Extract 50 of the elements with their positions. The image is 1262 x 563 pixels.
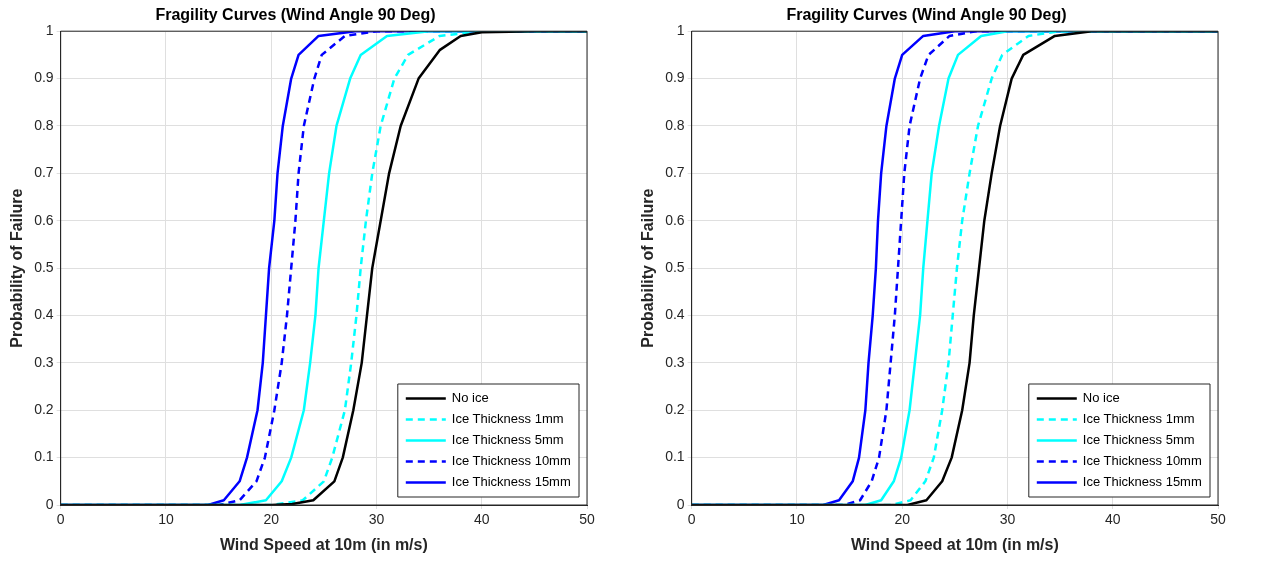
y-tick-label: 0 — [45, 495, 54, 512]
y-tick-label: 0.6 — [665, 211, 685, 228]
y-axis-title: Probability of Failure — [8, 188, 26, 348]
x-tick-label: 30 — [999, 511, 1016, 528]
x-tick-label: 20 — [894, 511, 911, 528]
x-axis-title: Wind Speed at 10m (in m/s) — [219, 535, 428, 553]
x-tick-label: 0 — [687, 511, 696, 528]
legend-label: Ice Thickness 5mm — [1082, 432, 1195, 448]
y-tick-label: 0.5 — [34, 258, 54, 275]
y-tick-label: 0.5 — [665, 258, 685, 275]
legend-label: Ice Thickness 1mm — [1082, 411, 1195, 427]
y-tick-label: 0.1 — [34, 448, 54, 465]
y-tick-label: 1 — [676, 22, 685, 39]
legend-label: Ice Thickness 15mm — [451, 474, 571, 490]
legend-label: Ice Thickness 1mm — [451, 411, 564, 427]
y-tick-label: 0.9 — [34, 69, 54, 86]
y-tick-label: 0 — [676, 495, 685, 512]
y-tick-label: 0.7 — [665, 164, 685, 181]
x-tick-label: 40 — [473, 511, 490, 528]
legend-label: Ice Thickness 10mm — [451, 453, 571, 469]
y-tick-label: 0.8 — [34, 116, 54, 133]
x-tick-label: 50 — [579, 511, 595, 528]
y-tick-label: 0.6 — [34, 211, 54, 228]
y-tick-label: 0.4 — [665, 306, 685, 323]
x-tick-label: 10 — [158, 511, 174, 528]
y-tick-label: 0.3 — [34, 353, 54, 370]
x-tick-label: 40 — [1104, 511, 1121, 528]
legend-label: Ice Thickness 15mm — [1082, 474, 1202, 490]
x-tick-label: 0 — [56, 511, 65, 528]
legend-label: Ice Thickness 10mm — [1082, 453, 1202, 469]
x-axis-title: Wind Speed at 10m (in m/s) — [850, 535, 1059, 553]
y-axis-title: Probability of Failure — [639, 188, 657, 348]
y-tick-label: 0.7 — [34, 164, 54, 181]
y-tick-label: 0.4 — [34, 306, 54, 323]
x-tick-label: 50 — [1210, 511, 1226, 528]
y-tick-label: 0.3 — [665, 353, 685, 370]
x-tick-label: 10 — [789, 511, 805, 528]
y-tick-label: 0.2 — [665, 401, 685, 418]
legend-label: No ice — [451, 390, 489, 406]
chart-title: Fragility Curves (Wind Angle 90 Deg) — [786, 6, 1067, 24]
x-tick-label: 20 — [263, 511, 280, 528]
y-tick-label: 1 — [45, 22, 54, 39]
legend-label: No ice — [1082, 390, 1120, 406]
x-tick-label: 30 — [368, 511, 385, 528]
y-tick-label: 0.9 — [665, 69, 685, 86]
chart-title: Fragility Curves (Wind Angle 90 Deg) — [155, 6, 436, 24]
legend-label: Ice Thickness 5mm — [451, 432, 564, 448]
y-tick-label: 0.1 — [665, 448, 685, 465]
y-tick-label: 0.2 — [34, 401, 54, 418]
y-tick-label: 0.8 — [665, 116, 685, 133]
